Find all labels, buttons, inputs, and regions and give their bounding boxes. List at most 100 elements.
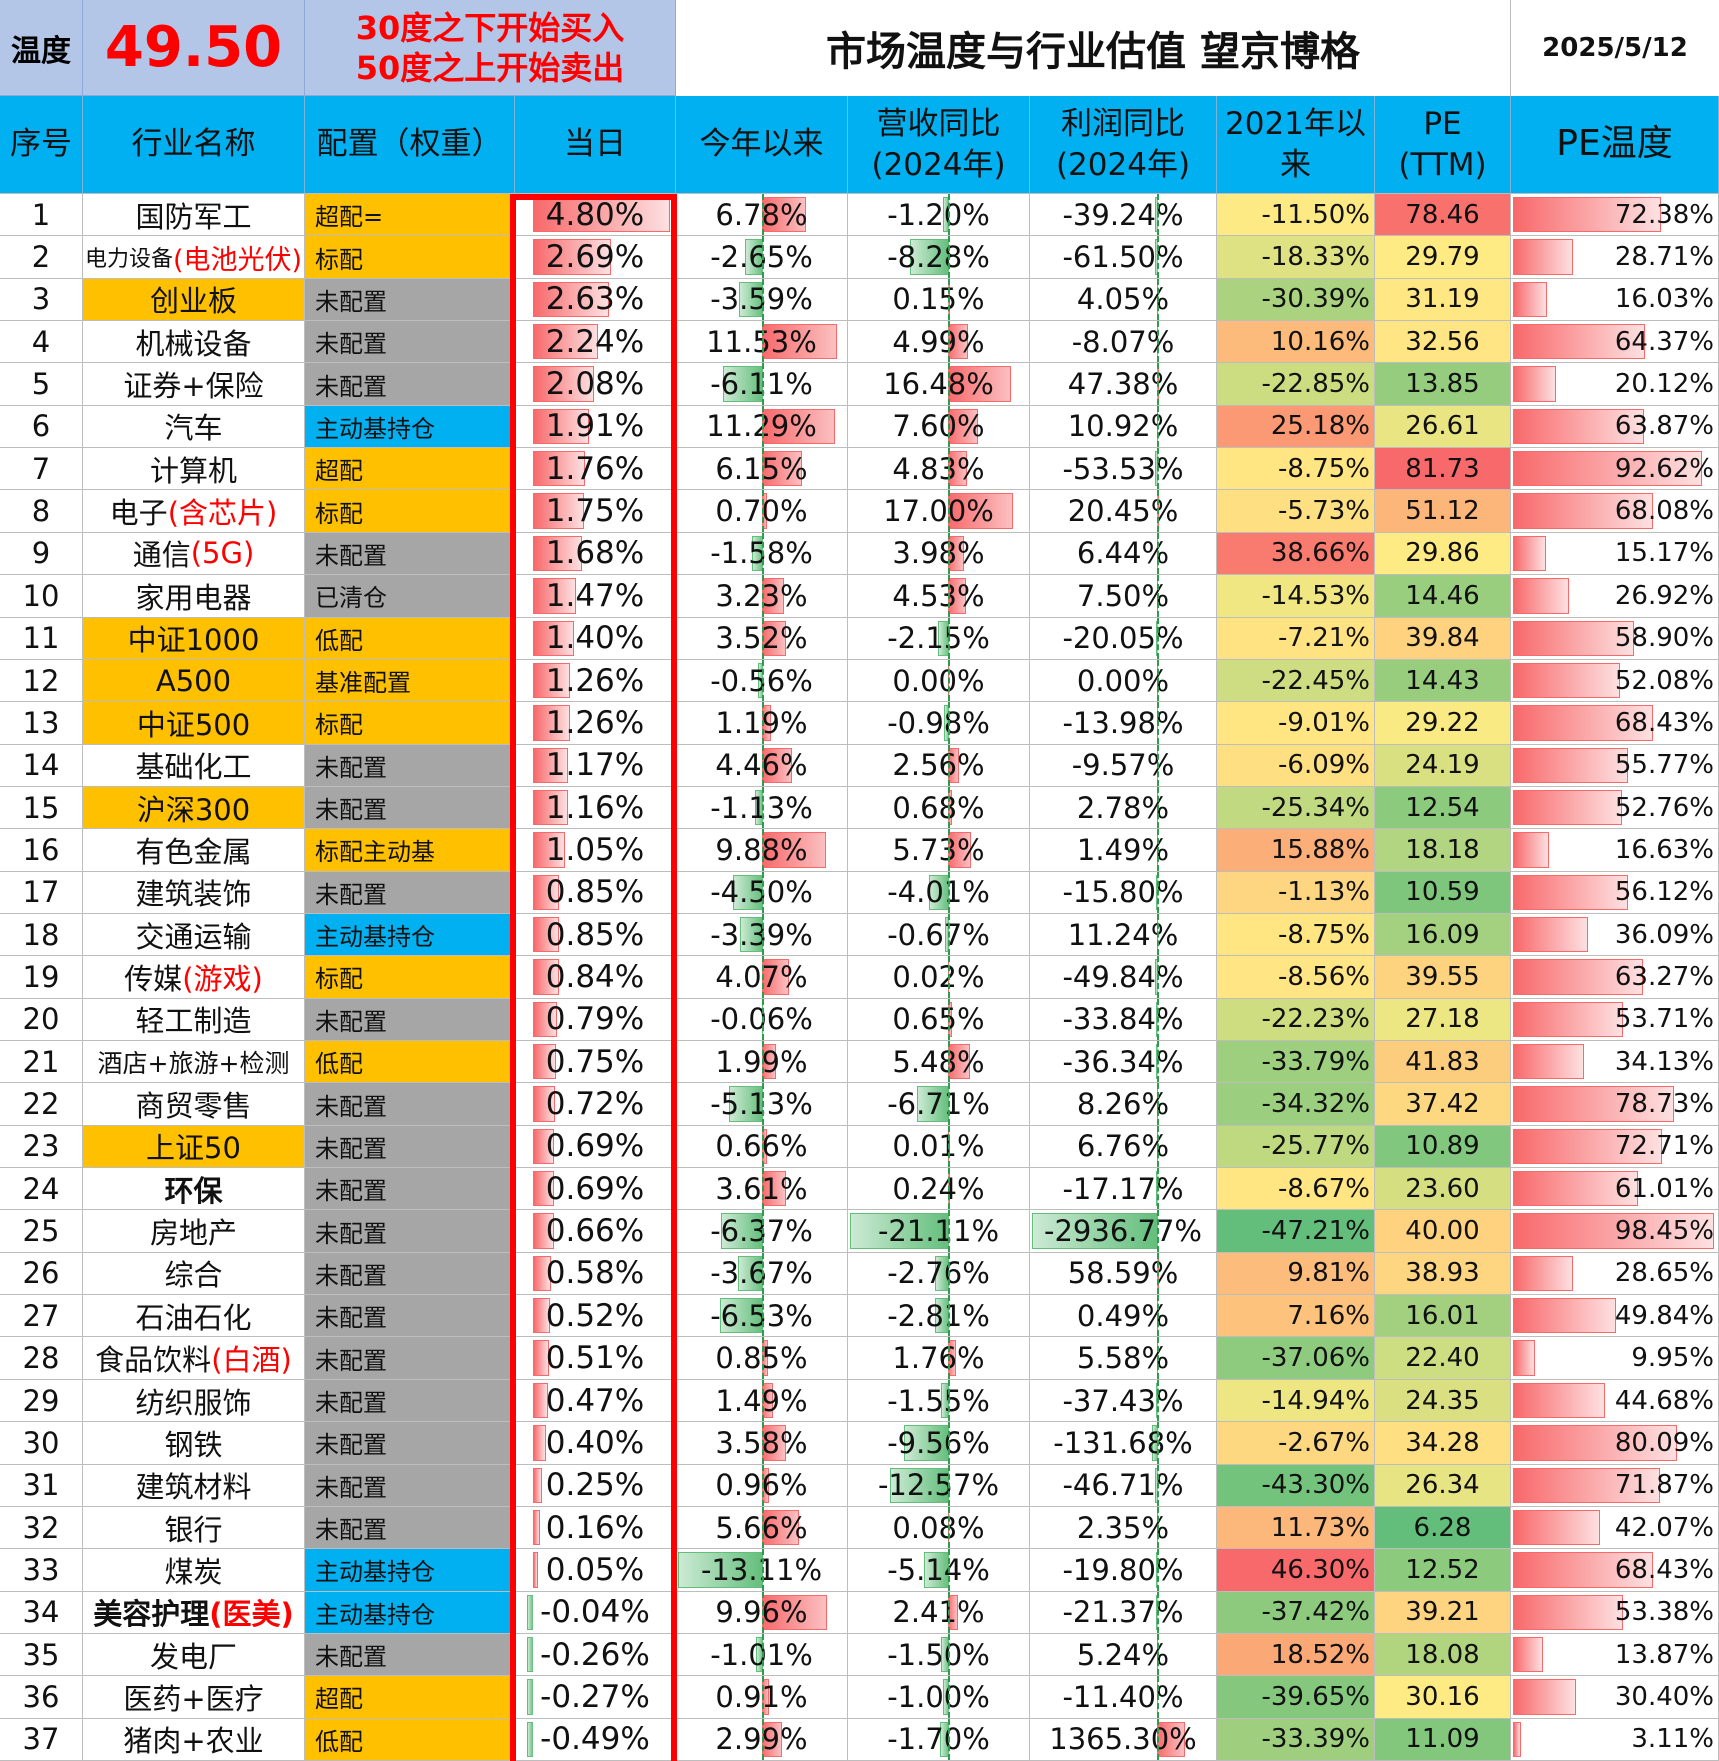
col-since-2021-cell: -6.09% <box>1217 744 1375 787</box>
cell-value: 0.01% <box>892 1129 985 1164</box>
cell-value: 4.46% <box>715 748 808 783</box>
col-profit-yoy-cell: -13.98% <box>1030 702 1217 745</box>
col-today-cell: 0.66% <box>515 1210 676 1253</box>
col-today-cell: 0.52% <box>515 1295 676 1338</box>
data-bar <box>740 916 763 953</box>
cell-value: 47.38% <box>1067 367 1179 402</box>
cell-value: 5.48% <box>892 1044 985 1079</box>
data-bar-axis <box>762 1252 764 1295</box>
col-profit-yoy-cell: -17.17% <box>1030 1168 1217 1211</box>
data-bar-axis <box>762 829 764 871</box>
cell-value: 4.07% <box>715 959 808 994</box>
cell-value: -8.75% <box>1278 453 1370 484</box>
cell-value: -19.80% <box>1062 1552 1184 1587</box>
col-today-cell: 0.69% <box>515 1168 676 1211</box>
cell-value: -2.65% <box>710 240 813 275</box>
col-ytd-cell: 1.19% <box>676 702 848 745</box>
col-today-cell: 4.80% <box>515 194 676 237</box>
data-bar-axis <box>1157 363 1160 405</box>
col-since-2021-cell: -37.06% <box>1217 1337 1375 1380</box>
data-bar <box>850 1213 950 1249</box>
industry-name-note: (含芯片) <box>167 496 278 531</box>
col-pe-ttm-cell: 18.18 <box>1375 829 1511 872</box>
data-bar-axis <box>762 786 764 829</box>
cell-value: 石油石化 <box>135 1300 252 1335</box>
col-ytd-cell: 4.07% <box>676 956 848 999</box>
data-bar-axis <box>762 744 764 786</box>
cell-value: 未配置 <box>315 1389 387 1417</box>
data-bar <box>762 493 768 529</box>
cell-value: 24 <box>22 1171 60 1206</box>
data-bar <box>1513 1298 1616 1334</box>
cell-value: 72.71% <box>1614 1131 1714 1162</box>
col-pe-temperature-cell: 30.40% <box>1511 1676 1719 1719</box>
col-pe-temperature-cell: 78.73% <box>1511 1083 1719 1126</box>
col-revenue-yoy-cell: 0.65% <box>848 998 1030 1042</box>
header-col-pe-temperature: PE温度 <box>1511 96 1719 194</box>
temp-label-cell: 温度 <box>0 0 83 96</box>
col-revenue-yoy-cell: -6.71% <box>848 1083 1030 1126</box>
data-bar-axis <box>1157 1718 1160 1760</box>
data-bar <box>762 1382 773 1419</box>
col-revenue-yoy-cell: -4.01% <box>848 871 1030 914</box>
data-bar <box>762 959 790 995</box>
cell-value: -22.23% <box>1261 1004 1370 1035</box>
col-ytd-cell: 9.96% <box>676 1591 848 1634</box>
cell-value: 37.42 <box>1405 1089 1480 1120</box>
data-bar <box>929 874 950 910</box>
cell-value: -6.71% <box>887 1087 990 1122</box>
data-bar-axis <box>1157 278 1160 321</box>
cell-value: -5.73% <box>1278 496 1370 527</box>
data-bar <box>762 1679 769 1715</box>
data-bar-axis <box>1157 1591 1160 1633</box>
cell-value: 7.60% <box>892 409 985 444</box>
data-bar <box>1155 197 1159 233</box>
cell-value: -0.27% <box>540 1678 650 1715</box>
cell-value: 0.15% <box>892 282 985 317</box>
cell-value: -131.68% <box>1053 1425 1193 1460</box>
cell-value: 已清仓 <box>315 584 387 613</box>
cell-value: 2.24% <box>545 323 645 360</box>
cell-value: 15.88% <box>1270 834 1370 865</box>
cell-value: 6.28 <box>1413 1512 1472 1543</box>
cell-value: 6 <box>31 409 51 444</box>
cell-value: 24.19 <box>1405 750 1480 781</box>
col-no-cell: 21 <box>0 1041 83 1084</box>
col-pe-temperature-cell: 63.27% <box>1511 956 1719 999</box>
col-profit-yoy-cell: 8.26% <box>1030 1083 1217 1126</box>
col-profit-yoy-cell: -61.50% <box>1030 236 1217 279</box>
col-profit-yoy-cell: 1.49% <box>1030 829 1217 872</box>
cell-value: 0.84% <box>545 958 645 995</box>
data-bar <box>533 916 559 953</box>
data-bar-axis <box>1157 405 1160 448</box>
data-bar <box>1157 1721 1186 1757</box>
data-bar <box>762 451 803 487</box>
col-pe-ttm-cell: 51.12 <box>1375 490 1511 533</box>
cell-value: 0.00% <box>892 663 985 698</box>
data-bar <box>533 959 559 995</box>
data-bar-axis <box>762 278 764 321</box>
data-bar-axis <box>762 998 764 1041</box>
col-today-cell: 0.40% <box>515 1422 676 1465</box>
cell-value: 标配 <box>315 499 363 528</box>
data-bar-axis <box>948 744 951 786</box>
cell-value: 68.43% <box>1614 1554 1714 1585</box>
cell-value: -0.56% <box>710 663 813 698</box>
col-revenue-yoy-cell: 4.99% <box>848 321 1030 364</box>
col-profit-yoy-cell: -33.84% <box>1030 998 1217 1042</box>
data-bar-axis <box>762 448 764 490</box>
data-bar <box>943 1679 950 1715</box>
industry-name-note: (游戏) <box>182 961 263 996</box>
col-profit-yoy-cell: -9.57% <box>1030 744 1217 787</box>
data-bar-axis <box>948 1041 951 1083</box>
data-bar-axis <box>948 1252 951 1295</box>
col-profit-yoy-cell: -2936.77% <box>1030 1210 1217 1253</box>
cell-value: 0.68% <box>892 790 985 825</box>
col-since-2021-cell: -39.65% <box>1217 1676 1375 1719</box>
col-no-cell: 5 <box>0 363 83 406</box>
col-profit-yoy-cell: 0.49% <box>1030 1295 1217 1338</box>
cell-value: 28.71% <box>1614 242 1714 273</box>
col-no-cell: 2 <box>0 236 83 279</box>
col-config-cell: 主动基持仓 <box>305 1591 515 1634</box>
cell-value: 11.24% <box>1067 917 1179 952</box>
